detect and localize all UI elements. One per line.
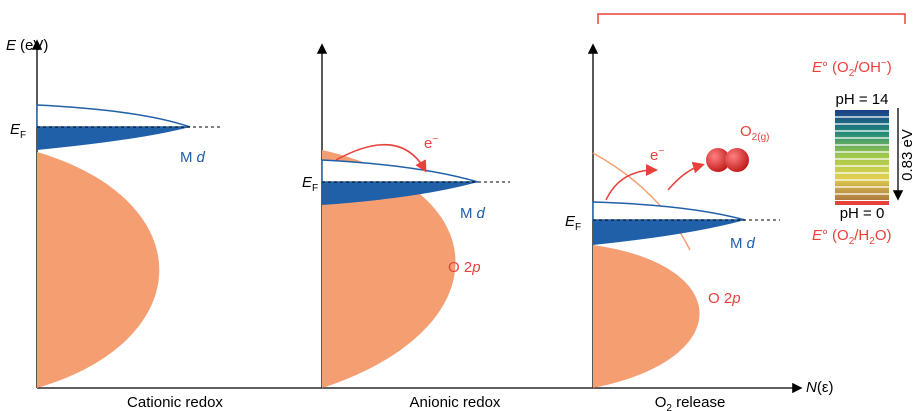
partner: /H (854, 227, 869, 244)
symbol: E (812, 59, 823, 76)
span-label: 0.83 eV (899, 129, 916, 181)
main: O (740, 123, 752, 140)
symbol: e (424, 135, 432, 152)
oxygen-label: O 2p (708, 290, 741, 307)
potential-scale: E° (O2/OH−) pH = 14 0.83 eV pH = 0 E° (O2/… (812, 58, 916, 247)
oxygen-label: O 2p (448, 259, 481, 276)
ph-label: pH = 0 (840, 205, 885, 222)
symbol: e (650, 147, 658, 164)
panel-title: O2 release (655, 394, 726, 411)
tail: O) (875, 227, 892, 244)
open: (O (832, 59, 849, 76)
charge: − (658, 146, 664, 157)
orbital: d (747, 235, 756, 252)
charge: − (432, 134, 438, 145)
gas-label: O2(g) (740, 123, 769, 143)
orbital: p (731, 290, 740, 307)
energy-axis-label: E (eV) (6, 37, 48, 54)
symbol: E (302, 174, 313, 191)
orbital: p (471, 259, 480, 276)
open: (O (832, 227, 849, 244)
orbital: d (477, 205, 486, 222)
bracket (597, 13, 906, 24)
symbol: E (10, 121, 21, 138)
degree: ° (822, 227, 828, 244)
charge: − (881, 58, 887, 69)
symbol: E (6, 37, 17, 54)
ph-label: pH = 14 (836, 91, 889, 108)
panel-title: Cationic redox (127, 394, 223, 411)
sub: 2(g) (752, 132, 770, 143)
fermi-label: EF (565, 213, 581, 233)
close: ) (887, 59, 892, 76)
symbol: E (812, 227, 823, 244)
symbol: M (730, 235, 743, 252)
sub: F (20, 130, 26, 141)
sub: 2 (869, 236, 875, 247)
electron-label: e− (424, 134, 438, 152)
shell: O 2 (708, 290, 732, 307)
symbol: E (565, 213, 576, 230)
symbol: M (180, 149, 193, 166)
orbital: d (197, 149, 206, 166)
degree: ° (822, 59, 828, 76)
arg: (ε) (817, 379, 834, 396)
panel-title: Anionic redox (410, 394, 501, 411)
electron-label: e− (650, 146, 664, 164)
sub: F (312, 183, 318, 194)
partner: /OH (854, 59, 881, 76)
main: O (655, 394, 667, 411)
sub: 2 (849, 236, 855, 247)
symbol: M (460, 205, 473, 222)
top-potential: E° (O2/OH−) (812, 58, 892, 79)
sub: F (575, 222, 581, 233)
sub: 2 (666, 403, 672, 411)
shell: O 2 (448, 259, 472, 276)
rest: release (672, 394, 725, 411)
symbol: N (806, 379, 817, 396)
fermi-label: EF (302, 174, 318, 194)
sub: 2 (849, 68, 855, 79)
density-axis-label: N(ε) (806, 379, 834, 396)
bottom-potential: E° (O2/H2O) (812, 227, 891, 247)
fermi-label: EF (10, 121, 26, 141)
unit: (eV) (20, 37, 48, 54)
